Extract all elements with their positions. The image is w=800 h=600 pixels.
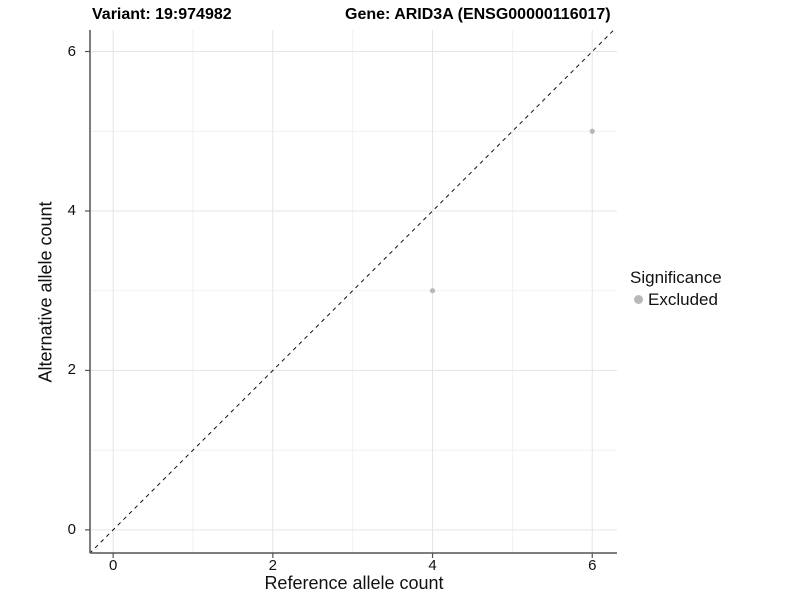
- identity-dashed-line: [90, 30, 615, 553]
- y-tick-label: 0: [67, 520, 76, 538]
- x-axis-title: Reference allele count: [264, 573, 444, 593]
- x-tick-label: 4: [428, 557, 437, 574]
- data-point: [429, 288, 436, 294]
- plot-title-variant: Variant: 19:974982: [92, 6, 232, 23]
- y-tick-label: 4: [67, 201, 76, 219]
- legend: Significance Excluded: [630, 267, 722, 310]
- x-tick-label: 0: [108, 557, 118, 574]
- legend-title: Significance: [630, 268, 722, 287]
- legend-dot-icon: [634, 295, 643, 304]
- data-point: [589, 128, 595, 134]
- y-axis-title: Alternative allele count: [35, 201, 56, 383]
- plot-title-gene: Gene: ARID3A (ENSG00000116017): [345, 6, 611, 23]
- x-tick-label: 2: [268, 557, 278, 574]
- y-tick-label: 2: [67, 361, 76, 379]
- x-tick-label: 6: [588, 557, 597, 574]
- legend-item-label: Excluded: [648, 290, 718, 309]
- legend-item-excluded: Excluded: [630, 289, 722, 310]
- y-tick-label: 6: [67, 42, 76, 60]
